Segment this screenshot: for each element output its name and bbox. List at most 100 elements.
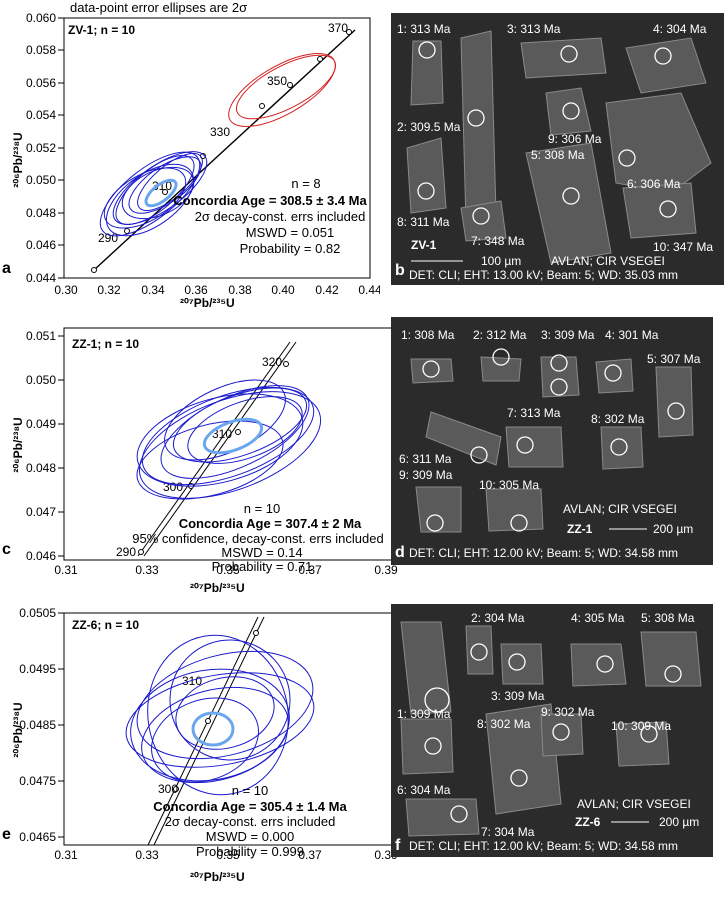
svg-text:2: 309.5 Ma: 2: 309.5 Ma <box>397 120 461 134</box>
svg-text:9: 309 Ma: 9: 309 Ma <box>399 468 453 482</box>
svg-text:MSWD = 0.051: MSWD = 0.051 <box>246 225 335 240</box>
svg-text:0.33: 0.33 <box>135 848 159 862</box>
svg-text:2σ decay-const. errs included: 2σ decay-const. errs included <box>165 814 336 829</box>
svg-text:Concordia Age = 307.4 ± 2 Ma: Concordia Age = 307.4 ± 2 Ma <box>179 516 362 531</box>
svg-text:4: 301 Ma: 4: 301 Ma <box>605 328 659 342</box>
xtick: 0.44 <box>358 283 380 295</box>
ytick: 0.048 <box>26 206 56 220</box>
xtick: 0.38 <box>228 283 252 295</box>
xtick: 0.36 <box>184 283 208 295</box>
svg-text:0.0505: 0.0505 <box>19 606 56 620</box>
svg-text:DET: CLI; EHT: 13.00 kV; Beam:: DET: CLI; EHT: 13.00 kV; Beam: 5; WD: 35… <box>409 268 678 282</box>
svg-text:310: 310 <box>182 674 202 688</box>
svg-text:95% confidence, decay-const. e: 95% confidence, decay-const. errs includ… <box>132 531 383 546</box>
svg-text:DET: CLI; EHT: 12.00 kV; Beam:: DET: CLI; EHT: 12.00 kV; Beam: 5; WD: 34… <box>409 546 678 560</box>
panel-letter-d: d <box>395 544 405 561</box>
svg-text:7: 304 Ma: 7: 304 Ma <box>481 825 535 839</box>
cl-image-b: 1: 313 Ma 3: 313 Ma 4: 304 Ma 2: 309.5 M… <box>391 13 724 285</box>
svg-text:7: 348 Ma: 7: 348 Ma <box>471 234 525 248</box>
svg-text:1: 313 Ma: 1: 313 Ma <box>397 22 451 36</box>
svg-text:6: 306 Ma: 6: 306 Ma <box>627 177 681 191</box>
svg-text:9: 306 Ma: 9: 306 Ma <box>548 132 602 146</box>
data-ellipses-a <box>99 151 208 237</box>
ytick: 0.052 <box>26 141 56 155</box>
svg-text:1: 309 Ma: 1: 309 Ma <box>397 707 451 721</box>
svg-text:0.0495: 0.0495 <box>19 662 56 676</box>
outlier-ellipses-a <box>228 53 337 127</box>
svg-text:²⁰⁶Pb/²³⁸U: ²⁰⁶Pb/²³⁸U <box>11 702 25 757</box>
svg-text:4: 305 Ma: 4: 305 Ma <box>571 611 625 625</box>
svg-text:n = 10: n = 10 <box>244 501 281 516</box>
svg-text:²⁰⁶Pb/²³⁸U: ²⁰⁶Pb/²³⁸U <box>11 417 25 472</box>
svg-text:290: 290 <box>116 545 136 559</box>
svg-text:ZZ-6: ZZ-6 <box>575 815 601 829</box>
svg-text:n = 8: n = 8 <box>291 176 320 191</box>
svg-text:AVLAN; CIR VSEGEI: AVLAN; CIR VSEGEI <box>577 797 691 811</box>
svg-text:0.33: 0.33 <box>135 563 159 577</box>
panel-letter-c: c <box>2 541 11 558</box>
panel-letter-a: a <box>2 260 11 277</box>
svg-text:3: 309 Ma: 3: 309 Ma <box>541 328 595 342</box>
svg-text:ZZ-6; n = 10: ZZ-6; n = 10 <box>72 618 139 632</box>
svg-text:ZV-1: ZV-1 <box>411 238 437 252</box>
svg-text:1: 308 Ma: 1: 308 Ma <box>401 328 455 342</box>
svg-text:8: 302 Ma: 8: 302 Ma <box>477 717 531 731</box>
x-axis-label-a: ²⁰⁷Pb/²³⁵U <box>180 296 235 310</box>
ytick: 0.054 <box>26 108 56 122</box>
ytick: 0.060 <box>26 11 56 25</box>
svg-text:MSWD = 0.000: MSWD = 0.000 <box>206 829 295 844</box>
svg-text:9: 302 Ma: 9: 302 Ma <box>541 705 595 719</box>
svg-text:300: 300 <box>158 782 178 796</box>
svg-text:0.049: 0.049 <box>26 417 56 431</box>
y-axis-label-a: ²⁰⁶Pb/²³⁸U <box>11 132 25 187</box>
svg-text:Concordia Age = 305.4 ± 1.4 Ma: Concordia Age = 305.4 ± 1.4 Ma <box>153 799 347 814</box>
svg-text:6: 311 Ma: 6: 311 Ma <box>399 452 452 466</box>
svg-text:7: 313 Ma: 7: 313 Ma <box>507 406 561 420</box>
svg-text:0.050: 0.050 <box>26 373 56 387</box>
svg-text:3: 309 Ma: 3: 309 Ma <box>491 689 545 703</box>
ytick: 0.056 <box>26 76 56 90</box>
svg-text:310: 310 <box>152 179 172 193</box>
panel-letter-e: e <box>2 826 11 843</box>
svg-text:5: 308 Ma: 5: 308 Ma <box>641 611 695 625</box>
svg-text:ZZ-1: ZZ-1 <box>567 522 593 536</box>
svg-text:3: 313 Ma: 3: 313 Ma <box>507 22 561 36</box>
xtick: 0.32 <box>97 283 121 295</box>
svg-text:6: 304 Ma: 6: 304 Ma <box>397 783 451 797</box>
svg-text:370: 370 <box>328 21 348 35</box>
mean-ellipse-e <box>191 711 235 747</box>
y-ticks-a <box>58 17 64 279</box>
ytick: 0.058 <box>26 43 56 57</box>
svg-text:10: 309 Ma: 10: 309 Ma <box>611 719 671 733</box>
data-ellipses-e <box>125 634 315 796</box>
svg-text:2: 304 Ma: 2: 304 Ma <box>471 611 525 625</box>
svg-text:0.051: 0.051 <box>26 329 56 343</box>
ytick: 0.044 <box>26 271 56 285</box>
svg-text:0.048: 0.048 <box>26 461 56 475</box>
svg-text:320: 320 <box>262 355 282 369</box>
concordia-curve <box>93 29 356 271</box>
svg-text:8: 311 Ma: 8: 311 Ma <box>397 215 450 229</box>
svg-text:0.31: 0.31 <box>54 563 78 577</box>
svg-text:350: 350 <box>267 74 287 88</box>
svg-text:DET: CLI; EHT: 12.00 kV; Beam:: DET: CLI; EHT: 12.00 kV; Beam: 5; WD: 34… <box>409 839 678 853</box>
panel-letter-b: b <box>395 262 405 279</box>
svg-text:Probability = 0.999: Probability = 0.999 <box>196 844 304 859</box>
svg-text:0.37: 0.37 <box>298 563 322 577</box>
svg-text:10: 347 Ma: 10: 347 Ma <box>653 240 713 254</box>
svg-text:0.047: 0.047 <box>26 505 56 519</box>
svg-text:MSWD = 0.14: MSWD = 0.14 <box>221 545 302 560</box>
svg-text:330: 330 <box>210 125 230 139</box>
svg-text:290: 290 <box>98 231 118 245</box>
svg-text:ZZ-1; n = 10: ZZ-1; n = 10 <box>72 337 139 351</box>
xtick: 0.34 <box>141 283 165 295</box>
svg-text:200 µm: 200 µm <box>653 522 693 536</box>
svg-text:0.37: 0.37 <box>298 848 322 862</box>
svg-text:n = 10: n = 10 <box>232 783 269 798</box>
svg-text:Concordia Age = 308.5 ± 3.4 Ma: Concordia Age = 308.5 ± 3.4 Ma <box>173 193 367 208</box>
svg-text:0.0475: 0.0475 <box>19 774 56 788</box>
svg-text:AVLAN; CIR VSEGEI: AVLAN; CIR VSEGEI <box>563 502 677 516</box>
concordia-plot-c: 0.051 0.050 0.049 0.048 0.047 0.046 0.31… <box>2 327 398 577</box>
svg-text:10: 305 Ma: 10: 305 Ma <box>479 478 539 492</box>
svg-text:100 µm: 100 µm <box>481 254 521 268</box>
